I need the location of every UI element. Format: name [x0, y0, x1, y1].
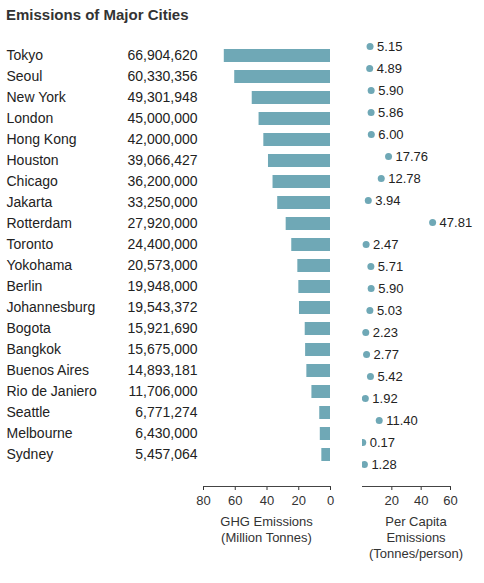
svg-text:3.94: 3.94: [375, 193, 400, 208]
svg-text:14,893,181: 14,893,181: [127, 362, 197, 378]
svg-text:Melbourne: Melbourne: [7, 425, 73, 441]
svg-text:40: 40: [260, 493, 274, 508]
svg-text:12.78: 12.78: [388, 171, 421, 186]
svg-text:15,675,000: 15,675,000: [127, 341, 197, 357]
svg-text:Sydney: Sydney: [7, 446, 54, 462]
svg-text:New York: New York: [7, 89, 67, 105]
svg-text:20: 20: [385, 493, 399, 508]
svg-text:80: 80: [196, 493, 210, 508]
svg-text:45,000,000: 45,000,000: [127, 110, 197, 126]
svg-text:Houston: Houston: [7, 152, 59, 168]
svg-text:Bangkok: Bangkok: [7, 341, 62, 357]
svg-text:19,948,000: 19,948,000: [127, 278, 197, 294]
svg-text:42,000,000: 42,000,000: [127, 131, 197, 147]
svg-text:60,330,356: 60,330,356: [127, 68, 197, 84]
svg-text:49,301,948: 49,301,948: [127, 89, 197, 105]
svg-text:5.15: 5.15: [377, 39, 402, 54]
svg-text:17.76: 17.76: [396, 149, 429, 164]
svg-text:5.86: 5.86: [378, 105, 403, 120]
svg-text:5.90: 5.90: [378, 83, 403, 98]
svg-text:15,921,690: 15,921,690: [127, 320, 197, 336]
svg-text:Buenos Aires: Buenos Aires: [7, 362, 90, 378]
svg-text:Hong Kong: Hong Kong: [7, 131, 77, 147]
svg-text:6,430,000: 6,430,000: [135, 425, 197, 441]
svg-text:66,904,620: 66,904,620: [127, 47, 197, 63]
svg-text:0: 0: [327, 493, 334, 508]
svg-text:60: 60: [443, 493, 457, 508]
svg-text:Johannesburg: Johannesburg: [7, 299, 96, 315]
svg-text:Tokyo: Tokyo: [7, 47, 44, 63]
svg-text:47.81: 47.81: [440, 215, 473, 230]
svg-text:5.42: 5.42: [377, 369, 402, 384]
svg-text:11,706,000: 11,706,000: [128, 383, 197, 399]
svg-text:11.40: 11.40: [386, 413, 418, 428]
svg-text:Bogota: Bogota: [7, 320, 52, 336]
svg-text:5.03: 5.03: [377, 303, 402, 318]
svg-text:Rio de Janiero: Rio de Janiero: [7, 383, 97, 399]
svg-text:1.28: 1.28: [371, 457, 396, 472]
svg-text:2.77: 2.77: [374, 347, 399, 362]
svg-text:6,771,274: 6,771,274: [135, 404, 197, 420]
svg-text:60: 60: [228, 493, 242, 508]
svg-text:Toronto: Toronto: [7, 236, 54, 252]
svg-text:36,200,000: 36,200,000: [127, 173, 197, 189]
svg-text:0.17: 0.17: [370, 435, 395, 450]
svg-text:20,573,000: 20,573,000: [127, 257, 197, 273]
svg-text:2.23: 2.23: [373, 325, 398, 340]
svg-text:33,250,000: 33,250,000: [127, 194, 197, 210]
svg-text:1.92: 1.92: [372, 391, 397, 406]
svg-text:Seoul: Seoul: [7, 68, 43, 84]
svg-text:Jakarta: Jakarta: [7, 194, 53, 210]
html-text:Emissions of Major Cities: Emissions of Major Cities: [6, 6, 189, 23]
svg-text:20: 20: [292, 493, 306, 508]
svg-text:Seattle: Seattle: [7, 404, 51, 420]
svg-text:4.89: 4.89: [377, 61, 402, 76]
svg-text:24,400,000: 24,400,000: [127, 236, 197, 252]
svg-text:19,543,372: 19,543,372: [127, 299, 197, 315]
svg-text:39,066,427: 39,066,427: [127, 152, 197, 168]
svg-text:Yokohama: Yokohama: [7, 257, 73, 273]
svg-text:Chicago: Chicago: [7, 173, 59, 189]
svg-text:27,920,000: 27,920,000: [127, 215, 197, 231]
svg-text:5.90: 5.90: [378, 281, 403, 296]
svg-text:Berlin: Berlin: [7, 278, 43, 294]
html-text:GHG Emissions (Million Tonnes): GHG Emissions (Million Tonnes): [220, 514, 313, 545]
svg-text:2.47: 2.47: [373, 237, 398, 252]
svg-text:6.00: 6.00: [378, 127, 403, 142]
svg-text:40: 40: [414, 493, 428, 508]
svg-text:5,457,064: 5,457,064: [135, 446, 197, 462]
html-text:Per Capita Emissions (Tonnes/p: Per Capita Emissions (Tonnes/person): [369, 514, 463, 561]
svg-text:London: London: [7, 110, 54, 126]
svg-text:Rotterdam: Rotterdam: [7, 215, 72, 231]
svg-text:5.71: 5.71: [378, 259, 403, 274]
